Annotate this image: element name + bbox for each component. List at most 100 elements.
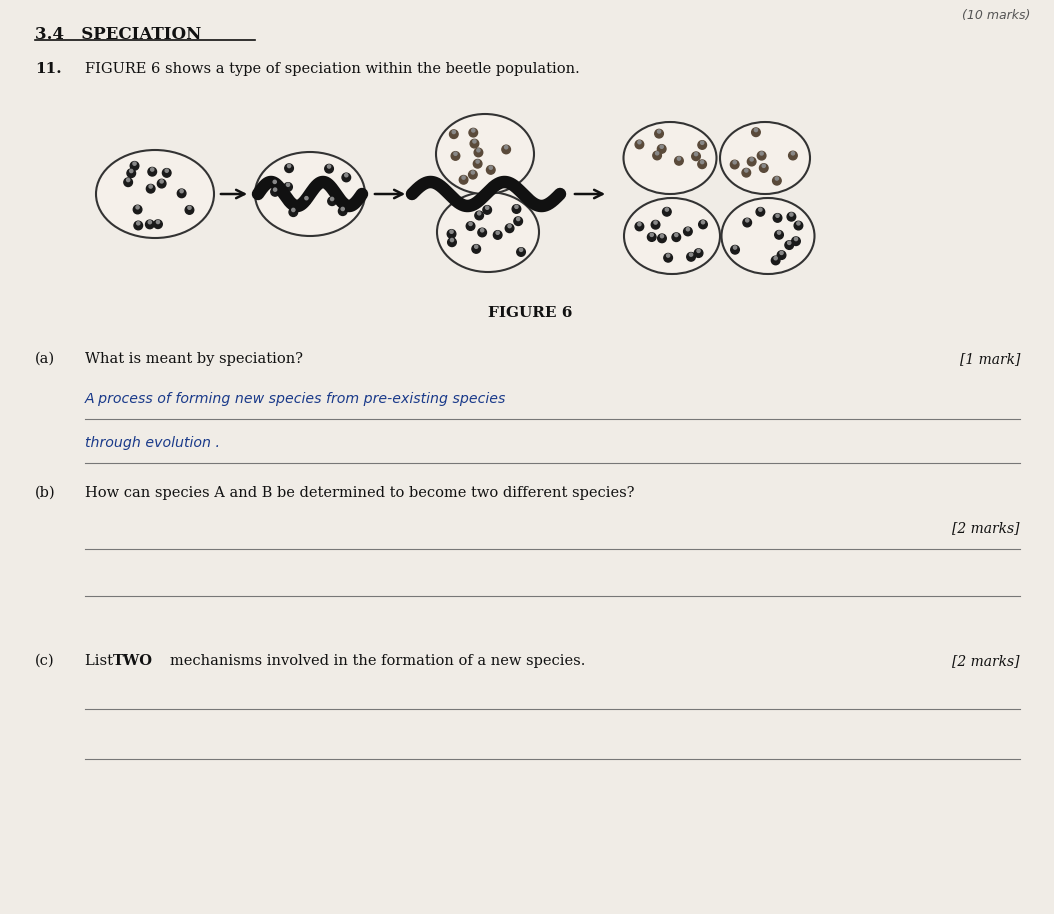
- Circle shape: [470, 139, 479, 148]
- Circle shape: [759, 208, 762, 211]
- Circle shape: [126, 178, 130, 182]
- Circle shape: [302, 197, 311, 205]
- Circle shape: [655, 130, 663, 138]
- Circle shape: [474, 148, 483, 157]
- Circle shape: [773, 176, 781, 185]
- Circle shape: [745, 218, 748, 222]
- Circle shape: [774, 214, 782, 222]
- Circle shape: [734, 161, 737, 164]
- Circle shape: [288, 165, 291, 167]
- Circle shape: [448, 238, 456, 247]
- Circle shape: [338, 207, 347, 216]
- Circle shape: [660, 145, 663, 148]
- Circle shape: [331, 197, 334, 200]
- Circle shape: [165, 169, 169, 172]
- Circle shape: [730, 246, 739, 254]
- Circle shape: [273, 180, 276, 184]
- Circle shape: [292, 208, 295, 211]
- Text: FIGURE 6: FIGURE 6: [488, 306, 572, 320]
- Circle shape: [149, 220, 152, 224]
- Circle shape: [341, 207, 345, 210]
- Circle shape: [687, 252, 696, 261]
- Circle shape: [134, 221, 142, 229]
- Circle shape: [777, 250, 786, 260]
- Circle shape: [734, 246, 737, 250]
- Text: How can species A and B be determined to become two different species?: How can species A and B be determined to…: [85, 486, 635, 500]
- Circle shape: [133, 206, 142, 214]
- Circle shape: [514, 205, 519, 208]
- Circle shape: [477, 228, 487, 237]
- Circle shape: [686, 228, 689, 231]
- Circle shape: [658, 130, 661, 133]
- Ellipse shape: [436, 114, 534, 194]
- Text: 3.4   SPECIATION: 3.4 SPECIATION: [35, 26, 201, 43]
- Circle shape: [664, 253, 672, 262]
- Circle shape: [760, 152, 763, 155]
- Circle shape: [638, 223, 641, 226]
- Circle shape: [689, 253, 692, 256]
- Circle shape: [788, 151, 797, 160]
- Circle shape: [130, 169, 133, 173]
- Circle shape: [188, 207, 191, 209]
- Circle shape: [133, 162, 136, 165]
- Circle shape: [787, 241, 790, 244]
- Circle shape: [305, 197, 308, 200]
- Circle shape: [472, 129, 475, 132]
- Ellipse shape: [437, 192, 539, 272]
- Circle shape: [136, 206, 139, 209]
- Circle shape: [486, 207, 489, 209]
- Circle shape: [520, 249, 523, 251]
- Ellipse shape: [722, 198, 815, 274]
- Circle shape: [697, 250, 700, 252]
- Circle shape: [701, 161, 704, 164]
- Text: (a): (a): [35, 352, 55, 366]
- Text: through evolution .: through evolution .: [85, 436, 220, 450]
- Circle shape: [756, 207, 765, 216]
- Circle shape: [487, 165, 495, 175]
- Circle shape: [469, 222, 472, 226]
- Circle shape: [156, 220, 159, 224]
- Circle shape: [652, 151, 662, 160]
- Circle shape: [516, 218, 520, 220]
- Circle shape: [451, 152, 460, 160]
- Text: TWO: TWO: [113, 654, 153, 668]
- Circle shape: [752, 128, 760, 136]
- Circle shape: [750, 158, 754, 161]
- Circle shape: [794, 221, 803, 229]
- Circle shape: [325, 165, 333, 173]
- Circle shape: [289, 207, 297, 217]
- Circle shape: [647, 233, 656, 241]
- Circle shape: [684, 228, 692, 236]
- Circle shape: [701, 220, 704, 224]
- Circle shape: [148, 167, 157, 176]
- Circle shape: [663, 207, 671, 216]
- Circle shape: [483, 206, 491, 214]
- Circle shape: [477, 212, 481, 215]
- Circle shape: [180, 189, 183, 193]
- Text: [2 marks]: [2 marks]: [953, 654, 1020, 668]
- Circle shape: [774, 257, 777, 260]
- Circle shape: [160, 180, 163, 183]
- Circle shape: [755, 128, 758, 132]
- Circle shape: [514, 217, 523, 226]
- Circle shape: [474, 245, 477, 249]
- Circle shape: [762, 165, 765, 167]
- Circle shape: [776, 214, 779, 218]
- Text: mechanisms involved in the formation of a new species.: mechanisms involved in the formation of …: [170, 654, 585, 668]
- Ellipse shape: [720, 122, 811, 194]
- Circle shape: [502, 145, 510, 154]
- Circle shape: [650, 233, 653, 237]
- Circle shape: [698, 160, 706, 168]
- Circle shape: [789, 213, 793, 216]
- Circle shape: [341, 173, 351, 182]
- Ellipse shape: [255, 152, 365, 236]
- Circle shape: [778, 231, 781, 234]
- Circle shape: [450, 239, 453, 241]
- Circle shape: [701, 141, 704, 144]
- Ellipse shape: [624, 122, 717, 194]
- Circle shape: [636, 140, 644, 149]
- Circle shape: [776, 177, 779, 180]
- Circle shape: [145, 220, 154, 228]
- Circle shape: [481, 228, 484, 232]
- Circle shape: [745, 169, 748, 172]
